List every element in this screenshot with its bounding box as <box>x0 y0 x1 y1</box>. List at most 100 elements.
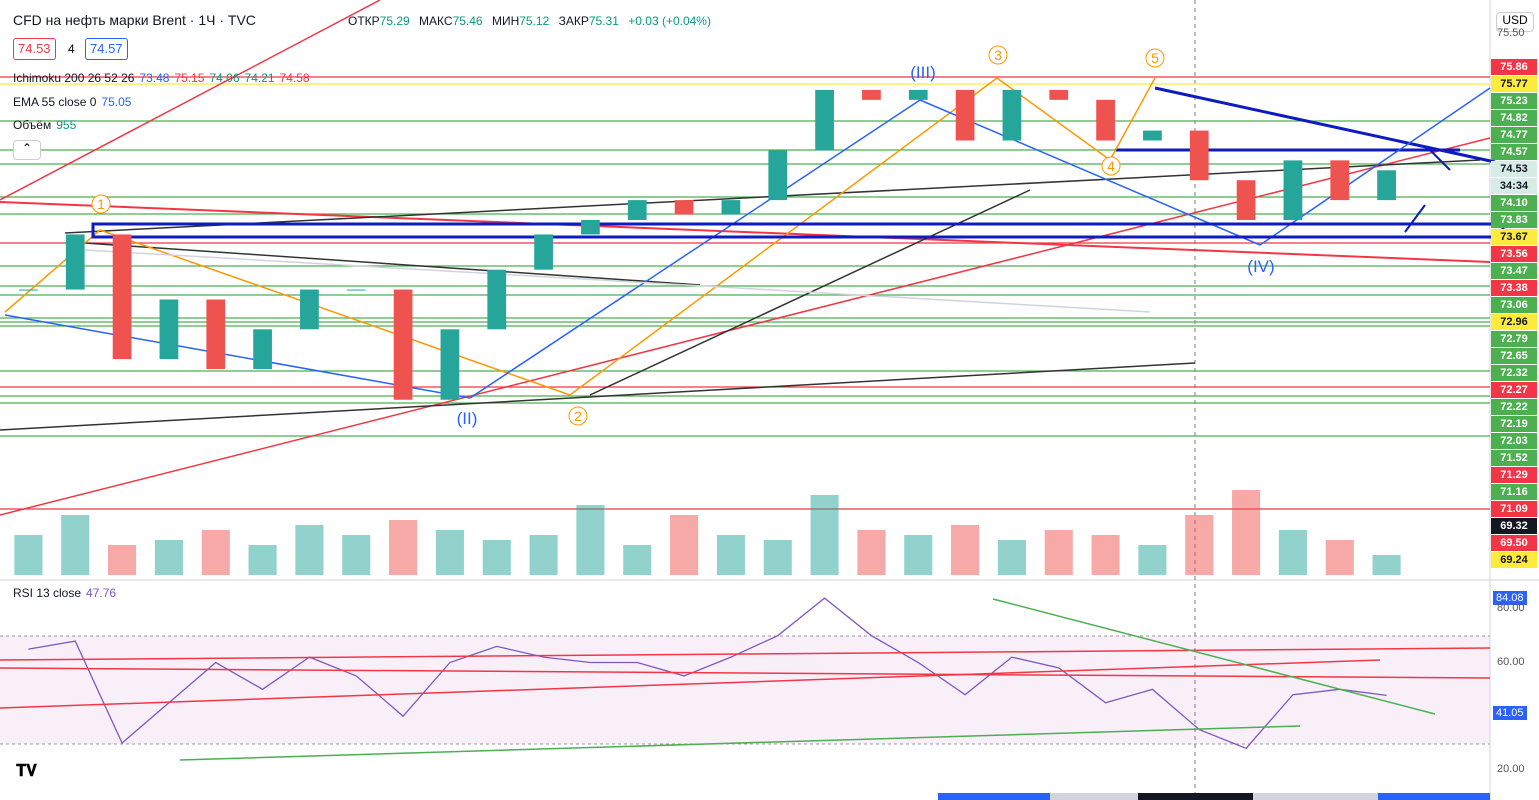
price-label: 72.19 <box>1491 416 1537 432</box>
collapse-button[interactable]: ⌃ <box>13 140 41 160</box>
volume-bar <box>201 530 230 575</box>
trend-line <box>919 99 1261 246</box>
rsi-trend-line <box>0 647 1491 661</box>
close: 75.31 <box>588 14 619 28</box>
volume-bar <box>763 540 792 575</box>
rsi-line <box>28 597 1387 750</box>
candle <box>862 89 881 100</box>
volume-bar <box>1185 515 1214 575</box>
rsi-axis-label: 84.08 <box>1493 590 1527 605</box>
indicator-volume[interactable]: Объём 955 <box>13 118 76 132</box>
indicator-rsi[interactable]: RSI 13 close 47.76 <box>13 586 116 600</box>
price-label: 73.83 <box>1491 212 1537 228</box>
logo: 𝐓𝐕 <box>16 763 37 780</box>
volume-bar <box>623 545 652 575</box>
indicator-value: 47.76 <box>86 586 117 600</box>
price-label: 73.67 <box>1491 229 1537 245</box>
candle <box>112 234 132 360</box>
candle <box>440 329 460 400</box>
price-label: 75.77 <box>1491 76 1537 92</box>
wave-label: (II) <box>457 409 478 428</box>
volume-bar <box>716 535 745 575</box>
volume-bar <box>810 495 839 575</box>
volume-bar <box>435 530 464 575</box>
open: 75.29 <box>379 14 410 28</box>
price-label: 71.16 <box>1491 484 1537 500</box>
candle <box>815 89 834 151</box>
spread: 4 <box>68 42 75 56</box>
close-label: ЗАКР <box>558 14 589 28</box>
indicator-ichimoku[interactable]: Ichimoku 200 26 52 26 73.48 75.15 74.06 74.2… <box>13 71 310 85</box>
volume-bar <box>248 545 277 575</box>
price-label: 73.47 <box>1491 263 1537 279</box>
candle <box>581 219 600 235</box>
timeline-bar <box>1253 793 1378 800</box>
volume-bar <box>1278 530 1307 575</box>
wave-circle <box>91 194 111 214</box>
candle <box>346 289 366 291</box>
trend-line <box>4 314 471 399</box>
candle <box>1049 89 1069 100</box>
indicator-value: 955 <box>56 118 77 132</box>
trend-line <box>0 0 381 201</box>
candle <box>1283 160 1303 220</box>
candle <box>253 329 272 370</box>
price-label: 74.57 <box>1491 144 1537 160</box>
volume-bar <box>904 535 933 575</box>
rsi-axis-label: 80.00 <box>1497 601 1525 614</box>
indicator-name: RSI 13 close <box>13 586 82 600</box>
price-label: 34:34 <box>1491 178 1537 194</box>
candle <box>627 200 647 220</box>
indicator-value: 73.48 <box>139 71 170 85</box>
trend-line <box>1429 149 1451 171</box>
price-label: 72.03 <box>1491 433 1537 449</box>
price-label: 72.32 <box>1491 365 1537 381</box>
wave-label: (IV) <box>1247 257 1274 276</box>
volume-bar <box>951 525 980 575</box>
low-label: МИН <box>491 14 520 28</box>
volume-bar <box>576 505 605 575</box>
indicator-value: 75.05 <box>101 95 132 109</box>
indicator-ema[interactable]: EMA 55 close 0 75.05 <box>13 95 131 109</box>
symbol-title[interactable]: CFD на нефть марки Brent · 1Ч · TVC <box>13 12 256 28</box>
candle <box>1236 180 1256 220</box>
candle <box>19 289 38 291</box>
wave-circle <box>1145 48 1165 68</box>
rsi-trend-line <box>0 659 1381 709</box>
high: 75.46 <box>452 14 483 28</box>
sell-button[interactable]: 74.53 <box>13 38 56 60</box>
price-label: 71.52 <box>1491 450 1537 466</box>
candle <box>159 299 179 360</box>
price-label: 74.10 <box>1491 195 1537 211</box>
trend-line <box>0 201 1491 263</box>
trend-line <box>1154 86 1496 164</box>
price-label: 69.50 <box>1491 535 1537 551</box>
volume-bar <box>108 545 137 575</box>
volume-bar <box>997 540 1026 575</box>
candle <box>393 289 413 400</box>
price-label: 69.24 <box>1491 552 1537 568</box>
buy-button[interactable]: 74.57 <box>85 38 128 60</box>
currency-selector[interactable]: USD <box>1496 12 1534 32</box>
price-label: 75.23 <box>1491 93 1537 109</box>
subwave-label: 3 <box>994 47 1002 63</box>
volume-bar <box>1372 555 1401 575</box>
indicator-name: Объём <box>13 118 52 132</box>
volume-bar <box>61 515 90 575</box>
price-label: 71.09 <box>1491 501 1537 517</box>
indicator-value: 74.06 <box>209 71 240 85</box>
volume-bar <box>342 535 371 575</box>
trend-line <box>84 242 701 286</box>
price-label: 74.82 <box>1491 110 1537 126</box>
timeline-bar <box>938 793 1050 800</box>
price-label: 74.53 <box>1491 161 1537 177</box>
candle <box>1330 160 1350 201</box>
candle <box>908 89 928 100</box>
volume-bar <box>482 540 511 575</box>
price-label: 71.29 <box>1491 467 1537 483</box>
volume-bar <box>670 515 699 575</box>
price-label: 74.77 <box>1491 127 1537 143</box>
timeline-bar <box>1378 793 1490 800</box>
candle <box>1377 170 1396 201</box>
